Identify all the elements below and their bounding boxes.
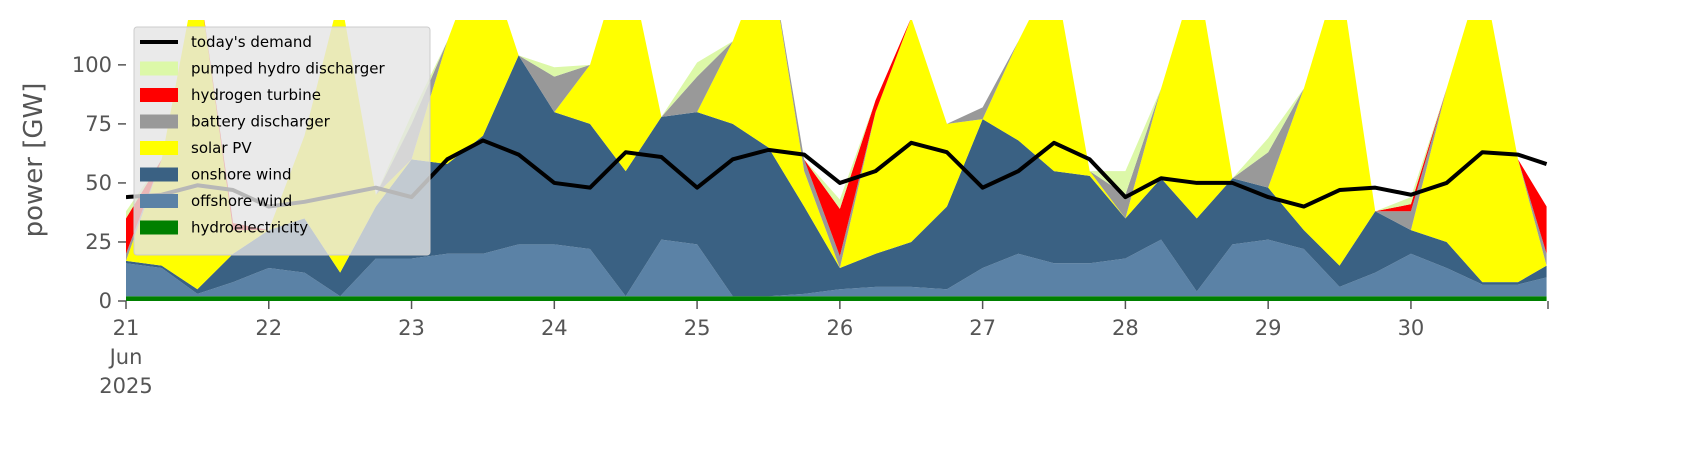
x-tick-label: 28 <box>1112 316 1139 340</box>
area-3 <box>126 20 1547 290</box>
legend-swatch <box>140 167 178 182</box>
legend-label: onshore wind <box>191 166 291 184</box>
axes: 0 25 50 75 100 21 Jun 2025 22 23 24 25 26 27 28 29 30 <box>72 53 1549 398</box>
legend: today's demand pumped hydro discharger hyd… <box>133 26 431 256</box>
legend-label: pumped hydro discharger <box>191 60 385 78</box>
legend-swatch <box>140 61 178 76</box>
legend-label: hydrogen turbine <box>191 86 321 104</box>
legend-swatch <box>140 194 178 208</box>
legend-label: solar PV <box>191 139 252 157</box>
y-tick-label: 0 <box>99 289 112 313</box>
y-tick-label: 100 <box>72 53 112 77</box>
area-5 <box>126 20 1547 257</box>
x-tick-label: 30 <box>1398 316 1425 340</box>
x-tick-label: 27 <box>969 316 996 340</box>
x-tick-label: 26 <box>826 316 853 340</box>
y-tick-label: 75 <box>85 112 112 136</box>
area-2 <box>126 55 1547 297</box>
legend-swatch <box>140 88 178 102</box>
y-tick-label: 50 <box>85 171 112 195</box>
legend-label: hydroelectricity <box>191 219 308 237</box>
area-0 <box>126 296 1547 301</box>
legend-label: offshore wind <box>191 192 292 210</box>
x-tick-label: 29 <box>1255 316 1282 340</box>
x-tick-label: 24 <box>541 316 568 340</box>
x-tick-label: 21 Jun 2025 <box>99 316 152 398</box>
legend-label: today's demand <box>191 33 312 51</box>
y-tick-label: 25 <box>85 230 112 254</box>
x-tick-label: 22 <box>255 316 282 340</box>
legend-box <box>133 26 431 256</box>
legend-swatch <box>140 141 178 155</box>
legend-swatch <box>140 220 178 235</box>
y-axis-label: power [GW] <box>19 83 49 238</box>
x-tick-label: 25 <box>684 316 711 340</box>
x-tick-label: 23 <box>398 316 425 340</box>
legend-swatch <box>140 114 178 129</box>
legend-label: battery discharger <box>191 113 331 131</box>
